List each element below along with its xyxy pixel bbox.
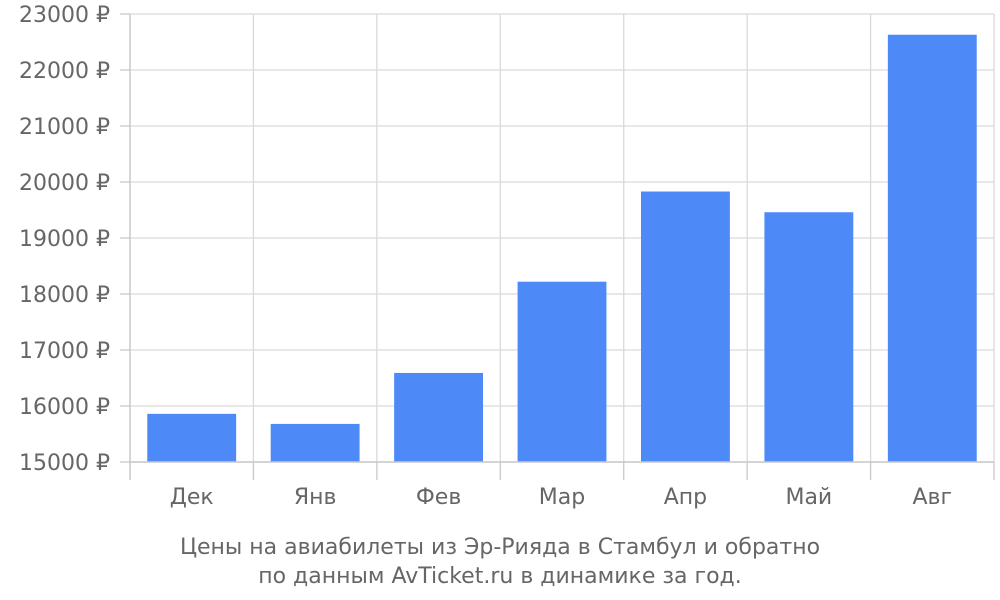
y-tick-label: 15000 ₽ — [19, 451, 110, 476]
x-tick-label: Апр — [664, 485, 707, 510]
x-tick-label: Мар — [539, 485, 585, 510]
y-tick-label: 19000 ₽ — [19, 227, 110, 252]
bar-5 — [640, 191, 730, 462]
y-tick-label: 18000 ₽ — [19, 283, 110, 308]
x-tick-label: Фев — [416, 485, 461, 510]
bar-6 — [764, 212, 854, 462]
y-tick-label: 20000 ₽ — [19, 171, 110, 196]
chart-caption-line-2: по данным AvTicket.ru в динамике за год. — [258, 564, 742, 589]
chart-caption-line-1: Цены на авиабилеты из Эр-Рияда в Стамбул… — [179, 535, 821, 560]
x-tick-label: Май — [785, 485, 832, 510]
x-tick-label: Дек — [170, 485, 214, 510]
bar-4 — [517, 281, 607, 462]
bar-3 — [394, 372, 484, 462]
x-tick-label: Авг — [912, 485, 952, 510]
bar-chart: 15000 ₽ 16000 ₽ 17000 ₽ 18000 ₽ 19000 ₽ 20000… — [19, 3, 995, 510]
axes — [120, 13, 995, 480]
y-tick-label: 23000 ₽ — [19, 3, 110, 28]
x-tick-label: Янв — [294, 485, 337, 510]
bar-2 — [270, 423, 360, 462]
x-tick-labels: Дек Янв Фев Мар Апр Май Авг — [170, 485, 952, 510]
gridlines — [130, 13, 995, 463]
y-tick-label: 16000 ₽ — [19, 395, 110, 420]
y-tick-labels: 15000 ₽ 16000 ₽ 17000 ₽ 18000 ₽ 19000 ₽ 20000… — [19, 3, 110, 476]
bars — [147, 34, 977, 462]
y-tick-label: 22000 ₽ — [19, 59, 110, 84]
bar-1 — [147, 413, 237, 462]
bar-7 — [887, 34, 977, 462]
y-tick-label: 17000 ₽ — [19, 339, 110, 364]
y-tick-label: 21000 ₽ — [19, 115, 110, 140]
